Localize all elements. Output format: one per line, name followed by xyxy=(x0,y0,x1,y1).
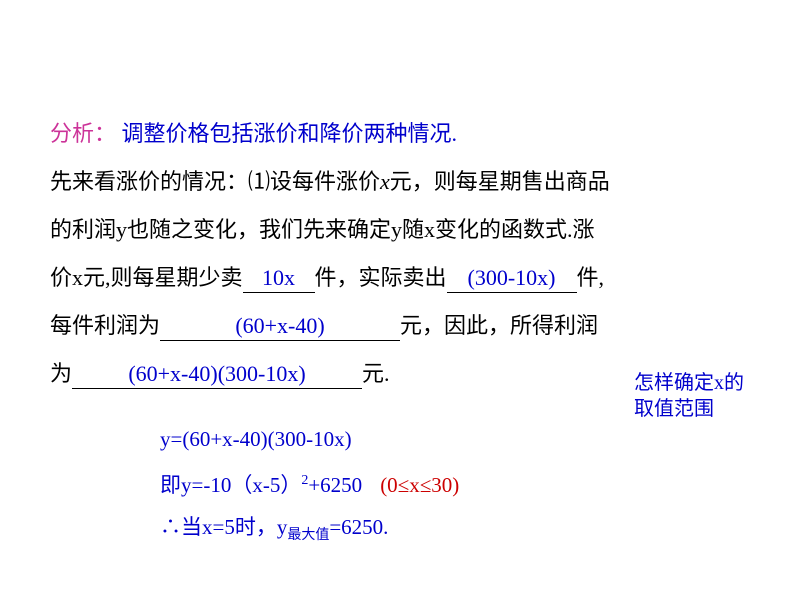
var-x: x xyxy=(380,169,390,194)
text-segment: 的利润y也随之变化，我们先来确定y随x变化的函数式.涨 xyxy=(50,217,595,242)
main-content: 分析： 调整价格包括涨价和降价两种情况. 先来看涨价的情况：⑴设每件涨价x元，则… xyxy=(50,110,750,557)
blank-3: (60+x-40) xyxy=(160,312,400,341)
text-segment: 元，则每星期售出商品 xyxy=(390,169,610,194)
eq2-pre: 即y=-10（x-5） xyxy=(160,473,301,497)
text-segment: 件，实际卖出 xyxy=(315,265,447,290)
range-text: (0≤x≤30) xyxy=(380,473,459,497)
body-line-3: 价x元,则每星期少卖10x件，实际卖出(300-10x)件, xyxy=(50,254,750,302)
blank-4: (60+x-40)(300-10x) xyxy=(72,360,362,389)
equation-3: ∴当x=5时，y最大值=6250. xyxy=(160,506,750,557)
eq3-post: =6250. xyxy=(329,515,388,539)
body-line-2: 的利润y也随之变化，我们先来确定y随x变化的函数式.涨 xyxy=(50,206,750,254)
text-segment: 元. xyxy=(362,361,390,386)
blank-2: (300-10x) xyxy=(447,264,577,293)
text-segment: 每件利润为 xyxy=(50,313,160,338)
text-segment: 元，因此，所得利润 xyxy=(400,313,598,338)
text-segment: 件, xyxy=(577,265,605,290)
eq2-post: +6250 xyxy=(308,473,362,497)
analysis-line: 分析： 调整价格包括涨价和降价两种情况. xyxy=(50,110,750,158)
body-line-4: 每件利润为(60+x-40)元，因此，所得利润 xyxy=(50,302,750,350)
blank-1: 10x xyxy=(243,264,315,293)
analysis-text: 调整价格包括涨价和降价两种情况. xyxy=(122,121,458,146)
equation-1: y=(60+x-40)(300-10x) xyxy=(160,418,750,460)
body-line-1: 先来看涨价的情况：⑴设每件涨价x元，则每星期售出商品 xyxy=(50,158,750,206)
eq3-subscript: 最大值 xyxy=(287,528,329,543)
analysis-label: 分析： xyxy=(50,121,116,146)
side-note: 怎样确定x的取值范围 xyxy=(634,370,754,422)
equation-block: y=(60+x-40)(300-10x) 即y=-10（x-5）2+6250(0… xyxy=(160,418,750,557)
equation-2: 即y=-10（x-5）2+6250(0≤x≤30) xyxy=(160,460,750,506)
text-segment: 先来看涨价的情况：⑴设每件涨价 xyxy=(50,169,380,194)
text-segment: 为 xyxy=(50,361,72,386)
eq3-pre: ∴当x=5时，y xyxy=(160,515,287,539)
text-segment: 价x元,则每星期少卖 xyxy=(50,265,243,290)
